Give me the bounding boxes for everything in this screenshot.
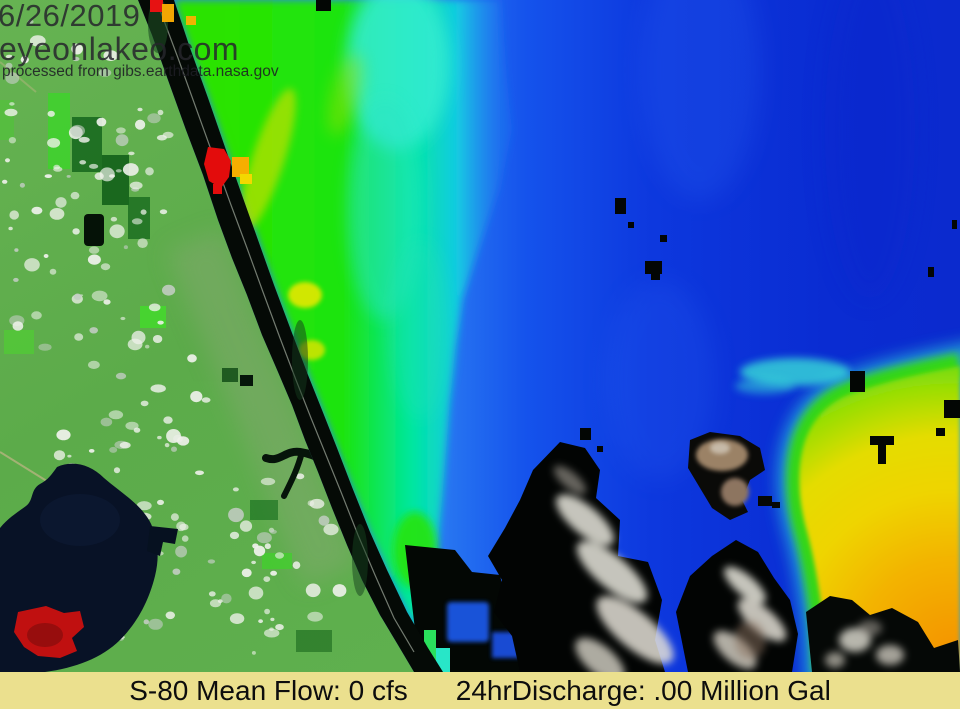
date-label: 6/26/2019: [0, 0, 141, 33]
discharge-text: 24hrDischarge: .00 Million Gal: [455, 674, 831, 706]
cloud-patch-brown: [688, 432, 780, 520]
red-alert-patch: [204, 147, 231, 188]
map-canvas: [0, 0, 960, 672]
field-bright: [48, 93, 70, 169]
status-banner: S-80 Mean Flow: 0 cfs 24hrDischarge: .00…: [0, 672, 960, 709]
yellow-streak: [240, 88, 296, 232]
coastal-bloom-region: [174, 0, 512, 672]
watermark-source: processed from gibs.earthdata.nasa.gov: [2, 63, 279, 80]
southeast-bloom-region: [735, 344, 960, 672]
watermark-site: eyeonlakeo.com: [0, 31, 240, 67]
land-region: [0, 0, 414, 672]
pond: [84, 214, 104, 246]
cloud-mask-center: [488, 442, 674, 672]
cloud-mask-corner: [806, 596, 960, 672]
cyan-sliver: [436, 648, 450, 672]
alert-patches: [150, 0, 252, 194]
cloud-mask-right: [676, 540, 798, 672]
flow-text: S-80 Mean Flow: 0 cfs: [129, 674, 408, 706]
lake-side-pond: [147, 526, 178, 556]
t-shaped-speck: [870, 436, 894, 464]
masked-pixel-specks: [316, 0, 960, 464]
